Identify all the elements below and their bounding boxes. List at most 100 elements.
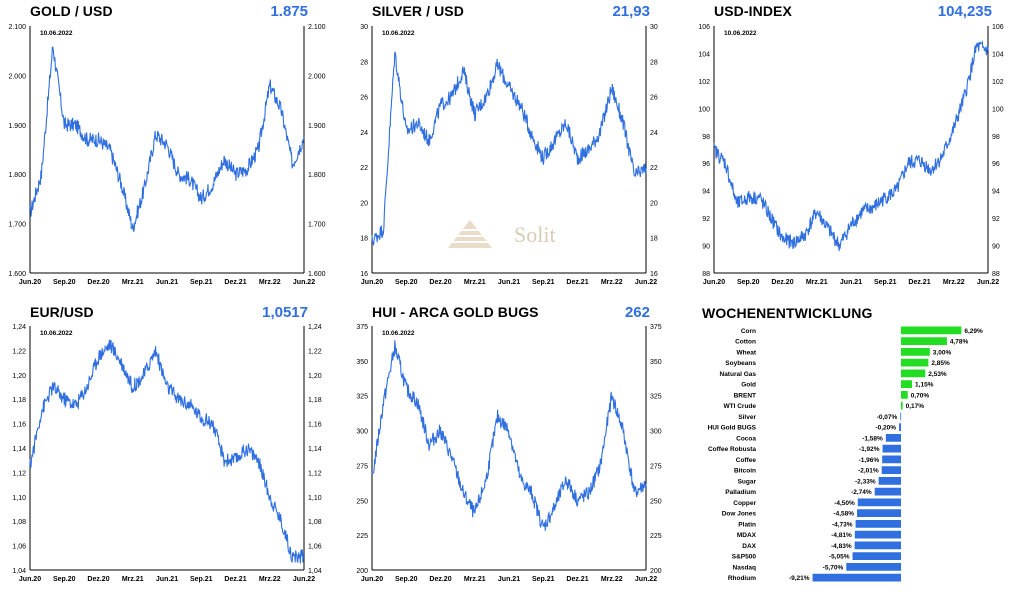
y-tick-label-right: 106 — [992, 24, 1004, 31]
line-chart: 88 88 90 90 92 92 94 94 96 96 98 98 100 100 102 102 104 1… — [698, 24, 1004, 286]
y-tick-label-left: 104 — [698, 51, 710, 58]
panel-gold: GOLD / USD 1.875 1.600 1.600 1.700 1.700 1.8… — [0, 0, 340, 297]
bar — [899, 423, 901, 431]
solit-watermark: Solit — [440, 218, 580, 252]
value-label: -9,21% — [789, 575, 810, 582]
value-label: -4,73% — [832, 521, 853, 528]
chart-title: WOCHENENTWICKLUNG — [702, 305, 873, 321]
bar — [901, 337, 947, 345]
series-line — [371, 51, 647, 246]
x-tick-label: Jun.21 — [840, 279, 862, 286]
value-label: -4,58% — [833, 511, 854, 518]
y-tick-label-right: 1,16 — [308, 422, 322, 429]
y-tick-label-right: 1,18 — [308, 397, 322, 404]
y-tick-label-left: 1.900 — [8, 123, 26, 130]
current-value: 21,93 — [612, 3, 650, 20]
y-tick-label-right: 100 — [992, 106, 1004, 113]
y-tick-label-left: 1,04 — [12, 568, 26, 575]
value-label: -0,07% — [877, 414, 898, 421]
x-tick-label: Dez.20 — [429, 576, 451, 583]
x-tick-label: Mrz.21 — [464, 279, 486, 286]
y-tick-label-left: 98 — [702, 134, 710, 141]
category-label: Nasdaq — [733, 564, 757, 571]
x-tick-label: Sep.21 — [190, 576, 213, 583]
category-label: Soybeans — [725, 360, 756, 367]
panel-usd-index: USD-INDEX 104,235 88 88 90 90 92 92 94 94 96 96 98… — [684, 0, 1024, 297]
y-tick-label-right: 325 — [650, 394, 662, 401]
category-label: Cotton — [735, 339, 756, 346]
current-value: 1,0517 — [262, 304, 308, 321]
current-value: 104,235 — [937, 3, 992, 20]
y-tick-label-left: 200 — [356, 568, 368, 575]
bar — [900, 412, 902, 421]
value-label: 1,15% — [915, 382, 934, 389]
x-tick-label: Dez.20 — [87, 279, 109, 286]
category-label: BRENT — [734, 392, 756, 399]
value-label: 0,70% — [911, 392, 930, 399]
y-tick-label-left: 300 — [356, 429, 368, 436]
pyramid-logo-icon — [448, 220, 492, 248]
y-tick-label-left: 28 — [360, 59, 368, 66]
y-tick-label-left: 1,24 — [12, 324, 26, 331]
y-tick-label-left: 16 — [360, 271, 368, 278]
bar — [901, 380, 913, 388]
y-tick-label-right: 98 — [992, 134, 1000, 141]
chart-title: HUI - ARCA GOLD BUGS — [372, 304, 539, 320]
panel-weekly: WOCHENENTWICKLUNG Corn 6,29% Cotton 4,78% Wh… — [684, 300, 1024, 594]
y-tick-label-right: 1,22 — [308, 348, 322, 355]
bar — [881, 466, 901, 474]
x-tick-label: Sep.21 — [532, 576, 555, 583]
category-label: Copper — [733, 500, 756, 507]
x-tick-label: Jun.20 — [361, 279, 383, 286]
bar — [846, 563, 901, 571]
y-tick-label-left: 250 — [356, 498, 368, 505]
x-tick-label: Dez.21 — [566, 279, 588, 286]
y-tick-label-right: 96 — [992, 161, 1000, 168]
value-label: 2,85% — [931, 360, 950, 367]
y-tick-label-right: 28 — [650, 59, 658, 66]
y-tick-label-right: 104 — [992, 51, 1004, 58]
category-label: DAX — [742, 543, 756, 550]
y-tick-label-right: 18 — [650, 236, 658, 243]
category-label: Corn — [741, 328, 756, 335]
y-tick-label-left: 1,14 — [12, 446, 26, 453]
panel-hui: HUI - ARCA GOLD BUGS 262 200 200 225 225 250… — [342, 300, 682, 594]
y-tick-label-left: 96 — [702, 161, 710, 168]
x-tick-label: Jun.20 — [19, 279, 41, 286]
bar — [882, 455, 901, 464]
x-tick-label: Mrz.21 — [122, 576, 144, 583]
current-value: 262 — [624, 304, 650, 321]
value-label: 6,29% — [964, 328, 983, 335]
x-tick-label: Sep.21 — [532, 279, 555, 286]
x-tick-label: Dez.21 — [908, 279, 930, 286]
y-tick-label-right: 375 — [650, 324, 662, 331]
category-label: Cocoa — [736, 435, 756, 442]
y-tick-label-left: 1,20 — [12, 373, 26, 380]
y-tick-label-right: 275 — [650, 463, 662, 470]
bar — [857, 498, 901, 507]
y-tick-label-left: 1.600 — [8, 271, 26, 278]
bar-chart: Corn 6,29% Cotton 4,78% Wheat 3,00% Soybeans 2,… — [708, 326, 983, 582]
x-tick-label: Jun.20 — [703, 279, 725, 286]
y-tick-label-right: 200 — [650, 568, 662, 575]
y-tick-label-left: 106 — [698, 24, 710, 31]
category-label: Palladium — [725, 489, 756, 496]
chart-title: EUR/USD — [30, 304, 94, 320]
bar — [812, 573, 901, 582]
x-tick-label: Mrz.22 — [601, 279, 623, 286]
y-tick-label-right: 1.900 — [308, 123, 326, 130]
value-label: -5,70% — [823, 564, 844, 571]
value-label: -0,20% — [875, 425, 896, 432]
y-tick-label-right: 1,10 — [308, 495, 322, 502]
category-label: Platin — [738, 521, 756, 528]
value-label: 4,78% — [950, 339, 969, 346]
category-label: Bitcoin — [734, 468, 756, 475]
value-label: 0,17% — [906, 403, 925, 410]
y-tick-label-right: 1.600 — [308, 271, 326, 278]
y-tick-label-right: 2.000 — [308, 73, 326, 80]
bar — [901, 391, 908, 399]
x-tick-label: Jun.22 — [635, 279, 657, 286]
y-tick-label-left: 88 — [702, 271, 710, 278]
x-tick-label: Sep.20 — [53, 576, 76, 583]
value-label: -2,74% — [851, 489, 872, 496]
